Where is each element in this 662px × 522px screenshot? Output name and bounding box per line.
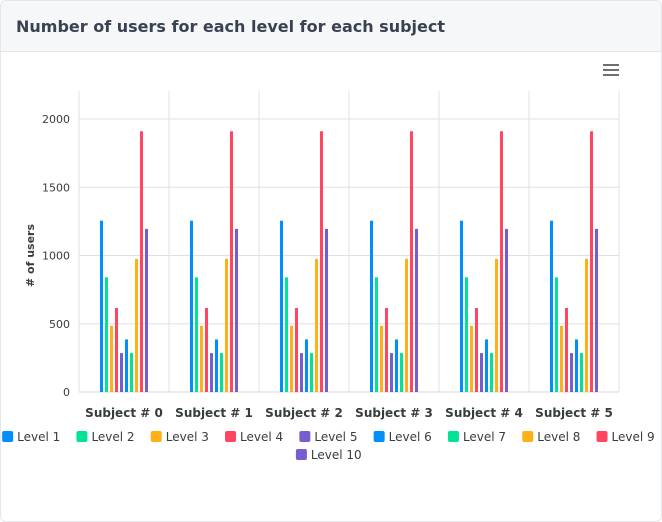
bar: [100, 220, 103, 392]
legend-label: Level 5: [314, 430, 357, 444]
x-category-label: Subject # 4: [445, 406, 523, 420]
bar: [400, 353, 403, 392]
legend-label: Level 9: [612, 430, 655, 444]
y-tick-label: 1500: [42, 181, 70, 194]
legend-marker: [373, 431, 385, 442]
bar: [205, 308, 208, 392]
bar: [130, 353, 133, 392]
bar: [235, 228, 238, 392]
bar: [305, 339, 308, 392]
bar: [120, 353, 123, 392]
legend-marker: [295, 449, 307, 460]
bar: [210, 353, 213, 392]
x-category-label: Subject # 1: [175, 406, 253, 420]
y-tick-label: 2000: [42, 113, 70, 126]
bar: [215, 339, 218, 392]
bar: [575, 339, 578, 392]
bar: [300, 353, 303, 392]
legend-marker: [447, 431, 459, 442]
bar: [290, 325, 293, 392]
bar: [555, 277, 558, 392]
bar: [380, 325, 383, 392]
bar: [460, 220, 463, 392]
bar: [115, 308, 118, 392]
y-tick-label: 1000: [42, 250, 70, 263]
bar: [495, 258, 498, 392]
legend-label: Level 4: [240, 430, 283, 444]
y-tick-label: 0: [63, 386, 70, 399]
legend-marker: [150, 431, 162, 442]
legend-marker: [596, 431, 608, 442]
bar: [490, 353, 493, 392]
x-category-label: Subject # 5: [535, 406, 613, 420]
bar: [195, 277, 198, 392]
legend-label: Level 6: [389, 430, 432, 444]
bar: [105, 277, 108, 392]
legend-marker: [522, 431, 534, 442]
bar: [595, 228, 598, 392]
legend-label: Level 10: [311, 448, 362, 462]
bar: [110, 325, 113, 392]
bar: [500, 131, 503, 392]
bar: [370, 220, 373, 392]
bar: [310, 353, 313, 392]
legend-label: Level 2: [91, 430, 134, 444]
x-category-label: Subject # 2: [265, 406, 343, 420]
bar: [505, 228, 508, 392]
bar: [560, 325, 563, 392]
y-axis-title: # of users: [24, 224, 37, 287]
x-category-label: Subject # 3: [355, 406, 433, 420]
bar: [225, 258, 228, 392]
bar: [415, 228, 418, 392]
chart-title: Number of users for each level for each …: [16, 16, 446, 36]
bar: [190, 220, 193, 392]
bar: [285, 277, 288, 392]
legend-marker: [2, 431, 14, 442]
bar: [480, 353, 483, 392]
legend-marker: [225, 431, 237, 442]
legend-marker: [299, 431, 311, 442]
legend-label: Level 7: [463, 430, 506, 444]
legend-label: Level 1: [17, 430, 60, 444]
bar: [395, 339, 398, 392]
bar-chart: 0 500 1000 1500 2000 Subject # 0 Subject # 1 Su…: [2, 91, 655, 462]
bar: [475, 308, 478, 392]
bar: [465, 277, 468, 392]
bar: [220, 353, 223, 392]
bar: [550, 220, 553, 392]
bar: [280, 220, 283, 392]
chart-menu-button[interactable]: [600, 62, 622, 78]
bar: [580, 353, 583, 392]
bar: [135, 258, 138, 392]
bar: [295, 308, 298, 392]
card-header: Number of users for each level for each …: [1, 1, 661, 52]
bar: [140, 131, 143, 392]
y-tick-label: 500: [49, 318, 70, 331]
bar: [145, 228, 148, 392]
bar: [320, 131, 323, 392]
legend-marker: [76, 431, 88, 442]
bar: [125, 339, 128, 392]
bar: [565, 308, 568, 392]
bar: [470, 325, 473, 392]
bar: [375, 277, 378, 392]
bar: [570, 353, 573, 392]
bar: [385, 308, 388, 392]
bar: [325, 228, 328, 392]
bar: [200, 325, 203, 392]
bar: [315, 258, 318, 392]
legend-label: Level 3: [166, 430, 209, 444]
bar: [405, 258, 408, 392]
bar: [230, 131, 233, 392]
bar: [410, 131, 413, 392]
bar: [390, 353, 393, 392]
legend-label: Level 8: [537, 430, 580, 444]
bar: [485, 339, 488, 392]
bar: [590, 131, 593, 392]
bar: [585, 258, 588, 392]
x-category-label: Subject # 0: [85, 406, 163, 420]
